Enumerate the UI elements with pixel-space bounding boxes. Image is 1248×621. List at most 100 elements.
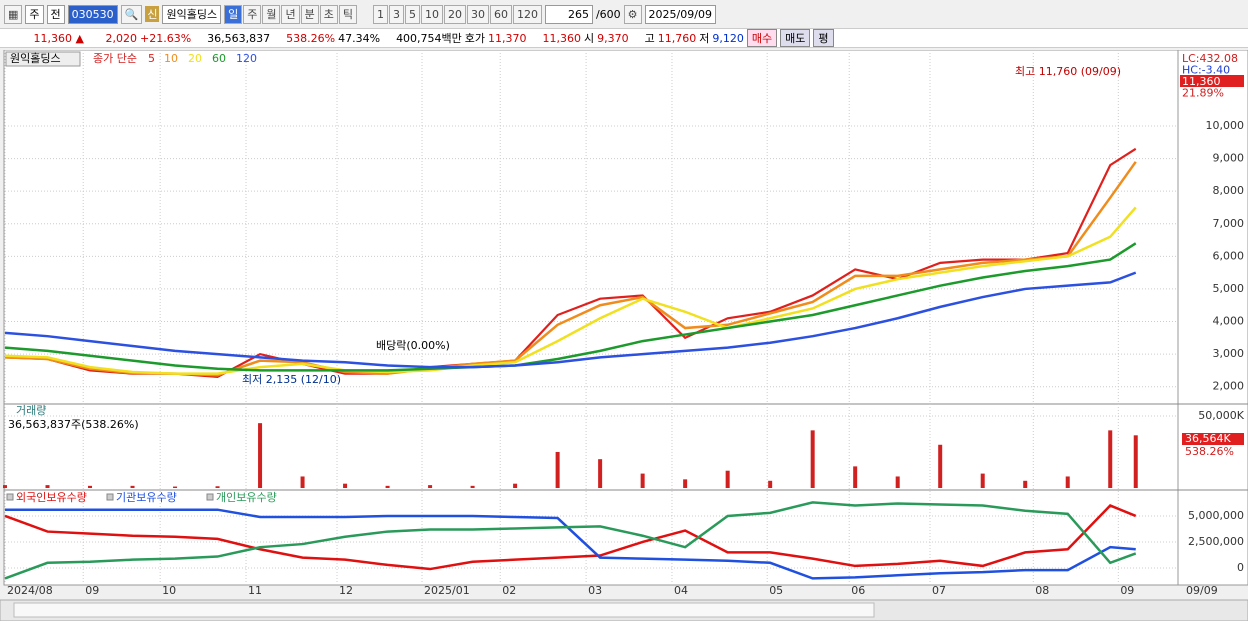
volume-bar (640, 473, 645, 488)
volume-bar (513, 483, 518, 488)
toolbar-button[interactable]: 5 (404, 4, 420, 24)
tool-button[interactable]: ⚙ (623, 4, 642, 24)
toolbar-button[interactable]: 120 (512, 4, 542, 24)
series-line (4, 271, 1137, 369)
x-tick-label: 09 (85, 584, 99, 597)
panel-title: 거래량 (16, 404, 46, 417)
toolbar-button[interactable]: 30 (466, 4, 489, 24)
quote-bar: 11,360 ▲ 2,020 +21.63% 36,563,837 538.26… (0, 28, 1248, 48)
y-tick-label: 0 (1237, 561, 1244, 574)
volume-bar (938, 444, 943, 488)
x-tick-label: 02 (502, 584, 516, 597)
sell-button[interactable]: 매도 (780, 29, 811, 47)
amount: 400,754백만 (396, 32, 462, 45)
change: 2,020 (105, 31, 138, 45)
series-line (4, 242, 1137, 372)
toolbar-button[interactable]: 분 (300, 4, 319, 24)
plot-background (3, 50, 1179, 586)
period-select[interactable]: 주 (25, 4, 44, 24)
legend-swatch (206, 493, 214, 501)
x-tick-label: 03 (588, 584, 602, 597)
interval-buttons: 1 3 5 10 20 30 60 120 (372, 4, 542, 24)
volume-bar (555, 451, 560, 488)
volume-bar (470, 485, 475, 488)
annotation: 최고 11,760 (09/09) (1015, 65, 1121, 78)
legend-entry: 외국인보유수량 (16, 491, 87, 504)
avg-button[interactable]: 평 (813, 29, 834, 47)
right-label: 538.26% (1185, 445, 1234, 458)
chart-title: 원익홀딩스 (10, 52, 61, 65)
right-label: LC:432.08 (1182, 52, 1238, 65)
menu-button[interactable]: ▦ (4, 4, 23, 24)
right-label: 36,564K (1185, 432, 1231, 445)
toolbar-button[interactable]: 초 (319, 4, 338, 24)
toolbar-button[interactable]: 월 (262, 4, 281, 24)
toolbar-button[interactable]: 60 (489, 4, 512, 24)
series-line (5, 508, 1136, 580)
y-tick-label: 4,000 (1213, 315, 1245, 328)
annotation: 배당락(0.00%) (376, 339, 450, 352)
scroll-thumb (13, 602, 875, 618)
volume-bar (45, 485, 50, 488)
y-tick-label: 3,000 (1213, 347, 1245, 360)
y-tick-label: 7,000 (1213, 217, 1245, 230)
toolbar-button[interactable]: 일 (224, 4, 243, 24)
y-tick-label: 50,000K (1198, 409, 1244, 422)
buy-button[interactable]: 매수 (746, 29, 778, 47)
x-tick-label: 12 (339, 584, 353, 597)
x-tick-label: 11 (248, 584, 262, 597)
y-tick-label: 10,000 (1206, 119, 1245, 132)
ask: 11,370 (488, 31, 527, 45)
toolbar-button[interactable]: 20 (443, 4, 466, 24)
stock-name: 원익홀딩스 (162, 4, 222, 24)
toolbar-button[interactable]: 1 (372, 4, 388, 24)
y-tick-label: 5,000,000 (1188, 509, 1244, 522)
volume-bar (683, 479, 688, 488)
x-tick-label: 2025/01 (424, 584, 470, 597)
open: 9,370 (597, 31, 629, 45)
y-tick-label: 8,000 (1213, 184, 1245, 197)
chart-area: 2024/08 09 10 11 12 2025/01 02 03 04 05 06 07 08 09 09… (0, 50, 1248, 621)
volume-bar (1108, 430, 1113, 488)
legend-entry: 5 (148, 52, 155, 65)
series-line (4, 501, 1137, 580)
toolbar-button[interactable]: 주 (243, 4, 262, 24)
x-tick-label: 10 (162, 584, 176, 597)
toolbar-button[interactable]: 년 (281, 4, 300, 24)
toolbar-button[interactable]: 3 (388, 4, 404, 24)
date-input[interactable]: 2025/09/09 (644, 4, 716, 24)
stock-code[interactable]: 030530 (67, 4, 118, 24)
search-button[interactable]: 🔍 (120, 4, 143, 24)
right-label: HC:-3.40 (1182, 64, 1230, 77)
axis-background (1177, 50, 1248, 586)
change-rate: +21.63% (140, 31, 192, 45)
price: 11,360 ▲ (33, 31, 84, 45)
bid: 11,360 (542, 31, 582, 45)
y-tick-label: 2,000 (1213, 380, 1245, 393)
legend-entry: 기관보유수량 (116, 491, 177, 504)
prev-select[interactable]: 전 (46, 4, 65, 24)
toolbar-button[interactable]: 틱 (338, 4, 357, 24)
volume-bar (428, 485, 433, 488)
y-tick-label: 9,000 (1213, 152, 1245, 165)
high-label: 고 (644, 32, 655, 45)
volume-ratio: 538.26% (286, 31, 336, 45)
series-line (4, 504, 1137, 571)
legend-title: 종가 단순 (93, 52, 137, 65)
volume-bar (385, 485, 390, 488)
series-line (4, 206, 1137, 375)
open-label: 시 (584, 32, 595, 45)
x-tick-label: 04 (674, 584, 688, 597)
volume-bar (88, 485, 93, 488)
credit-tag: 신 (145, 6, 160, 22)
annotation: 최저 2,135 (12/10) (242, 373, 341, 386)
count[interactable]: 265 (544, 4, 593, 24)
legend-swatch (106, 493, 114, 501)
volume-bar (895, 476, 900, 488)
volume-bar (300, 476, 305, 488)
toolbar-button[interactable]: 10 (420, 4, 443, 24)
count-max: /600 (595, 7, 621, 21)
